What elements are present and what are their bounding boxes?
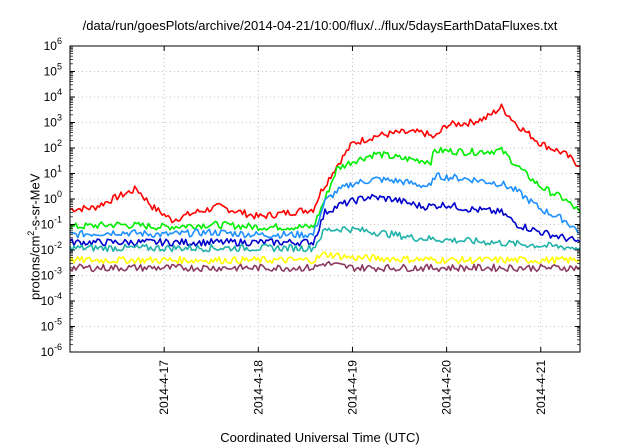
series-line-6 <box>69 260 581 273</box>
y-tick-labels: 10-6 10-5 10-4 10-3 10-2 10-1 100 101 102 103 104 1… <box>41 36 62 359</box>
y-tick-label: 10-4 <box>41 291 62 308</box>
y-tick-label: 104 <box>44 87 62 104</box>
tick-marks <box>70 45 580 353</box>
series-line-2 <box>69 172 581 239</box>
y-tick-label: 106 <box>44 36 62 53</box>
y-tick-label: 100 <box>44 189 62 206</box>
y-tick-label: 10-5 <box>41 317 62 334</box>
y-tick-label: 105 <box>44 62 62 79</box>
series-line-3 <box>69 193 581 247</box>
series-group <box>69 103 581 273</box>
y-tick-label: 101 <box>44 164 62 181</box>
x-tick-label: 2014-4-17 <box>157 360 171 415</box>
series-line-5 <box>69 251 581 265</box>
x-axis-label: Coordinated Universal Time (UTC) <box>220 430 420 445</box>
y-tick-label: 10-3 <box>41 266 62 283</box>
y-axis-label: protons/cm2-s-sr-MeV <box>26 173 43 300</box>
x-tick-label: 2014-4-20 <box>440 360 454 415</box>
x-tick-labels: 2014-4-17 2014-4-18 2014-4-19 2014-4-20 2014… <box>157 360 548 415</box>
y-tick-label: 10-2 <box>41 240 62 257</box>
x-tick-label: 2014-4-18 <box>251 360 265 415</box>
y-tick-label: 103 <box>44 113 62 130</box>
y-tick-label: 102 <box>44 138 62 155</box>
x-tick-label: 2014-4-19 <box>345 360 359 415</box>
y-tick-label: 10-1 <box>41 215 62 232</box>
series-line-0 <box>69 103 581 224</box>
chart-title: /data/run/goesPlots/archive/2014-04-21/1… <box>82 18 558 33</box>
x-tick-label: 2014-4-21 <box>534 360 548 415</box>
y-tick-label: 10-6 <box>41 342 62 359</box>
series-line-4 <box>69 226 581 253</box>
